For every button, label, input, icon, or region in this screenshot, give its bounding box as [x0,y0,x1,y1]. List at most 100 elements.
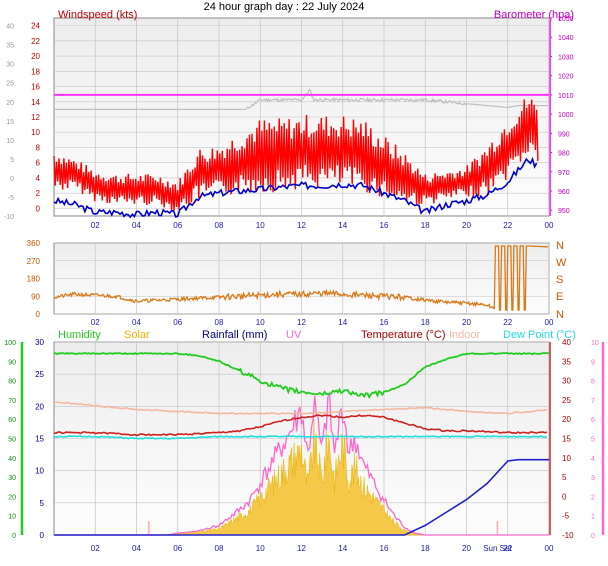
compass-label: N [556,309,564,321]
humidity-tick-label: 100 [4,340,16,347]
temp-tick-label: 20 [562,415,571,424]
wind-outer-tick-label: 40 [6,24,14,31]
dir-time-tick: 16 [380,318,389,327]
baro-tick-label: 960 [558,189,570,196]
temp-tick-label: 30 [562,377,571,386]
climate-time-tick: 00 [545,544,554,553]
legend-item: UV [286,329,302,341]
temp-tick-label: 40 [562,338,571,347]
uv-tick-label: 1 [591,514,595,521]
dir-tick-label: 360 [27,239,41,248]
baro-tick-label: 1000 [558,112,574,119]
rainfall-line [54,458,549,536]
humidity-tick-label: 0 [12,533,16,540]
page-title: 24 hour graph day : 22 July 2024 [204,1,365,13]
wind-time-tick: 14 [338,221,347,230]
wind-time-tick: 08 [215,221,224,230]
dir-time-tick: 12 [297,318,306,327]
dir-time-tick: 22 [503,318,512,327]
dew-point-line [53,435,547,440]
windspeed-title: Windspeed (kts) [58,9,137,21]
climate-time-tick: 10 [256,544,265,553]
humidity-tick-label: 60 [8,417,16,424]
wind-time-tick: 12 [297,221,306,230]
temp-tick-label: 10 [562,454,571,463]
dir-tick-label: 0 [36,310,41,319]
wind-outer-tick-label: -10 [4,214,14,221]
uv-tick-label: 8 [591,379,595,386]
rain-tick-label: 25 [35,370,44,379]
baro-tick-label: 950 [558,208,570,215]
wind-time-tick: 10 [256,221,265,230]
dir-time-tick: 18 [421,318,430,327]
rain-tick-label: 10 [35,467,44,476]
dir-tick-label: 270 [27,257,41,266]
wind-time-tick: 04 [132,221,141,230]
wind-time-tick: 16 [380,221,389,230]
uv-tick-label: 6 [591,417,595,424]
temp-tick-label: 25 [562,396,571,405]
dir-time-tick: 08 [215,318,224,327]
baro-tick-label: 1010 [558,93,574,100]
legend-item: Rainfall (mm) [202,329,267,341]
uv-tick-label: 10 [591,340,599,347]
wind-outer-tick-label: 10 [6,138,14,145]
temperature-line [53,414,548,437]
climate-time-tick: 08 [215,544,224,553]
compass-label: N [556,240,564,252]
wind-tick-label: 12 [31,113,40,122]
windspeed-line [53,99,539,211]
dir-time-tick: 06 [173,318,182,327]
humidity-tick-label: 70 [8,398,16,405]
climate-time-tick: 14 [338,544,347,553]
wind-tick-label: 16 [31,83,40,92]
wind-tick-label: 20 [31,52,40,61]
legend-item: Solar [124,329,150,341]
humidity-tick-label: 40 [8,456,16,463]
wind-tick-label: 2 [36,189,41,198]
humidity-tick-label: 50 [8,437,16,444]
wind-tick-label: 6 [36,159,41,168]
dir-time-tick: 10 [256,318,265,327]
rain-tick-label: 30 [35,338,44,347]
wind-time-tick: 22 [503,221,512,230]
wind-outer-tick-label: 15 [6,119,14,126]
uv-tick-label: 9 [591,359,595,366]
uv-tick-label: 7 [591,398,595,405]
baro-tick-label: 990 [558,131,570,138]
dir-time-tick: 00 [545,318,554,327]
rain-tick-label: 0 [40,531,45,540]
rain-tick-label: 20 [35,402,44,411]
wind-time-tick: 20 [462,221,471,230]
uv-tick-label: 0 [591,533,595,540]
wind-outer-tick-label: 30 [6,62,14,69]
dir-time-tick: 02 [91,318,100,327]
baro-tick-label: 1040 [558,35,574,42]
wind-time-tick: 06 [173,221,182,230]
dir-time-tick: 20 [462,318,471,327]
humidity-tick-label: 90 [8,359,16,366]
dir-time-tick: 14 [338,318,347,327]
compass-label: W [556,257,567,269]
legend-item: Indoor [449,329,481,341]
humidity-tick-label: 10 [8,514,16,521]
legend-item: Humidity [58,329,101,341]
baro-tick-label: 970 [558,170,570,177]
temp-tick-label: 0 [562,492,567,501]
wind-tick-label: 8 [36,143,41,152]
wind-tick-label: 14 [31,98,40,107]
wind-tick-label: 0 [36,204,41,213]
wind-time-tick: 18 [421,221,430,230]
wind-time-tick: 02 [91,221,100,230]
climate-time-tick: 04 [132,544,141,553]
legend-item: Temperature (°C) [361,329,445,341]
climate-time-tick: 02 [91,544,100,553]
uv-tick-label: 2 [591,494,595,501]
wind-time-tick: 00 [545,221,554,230]
temp-tick-label: 5 [562,473,567,482]
baro-gray-line [54,88,548,110]
indoor-line [53,401,547,415]
